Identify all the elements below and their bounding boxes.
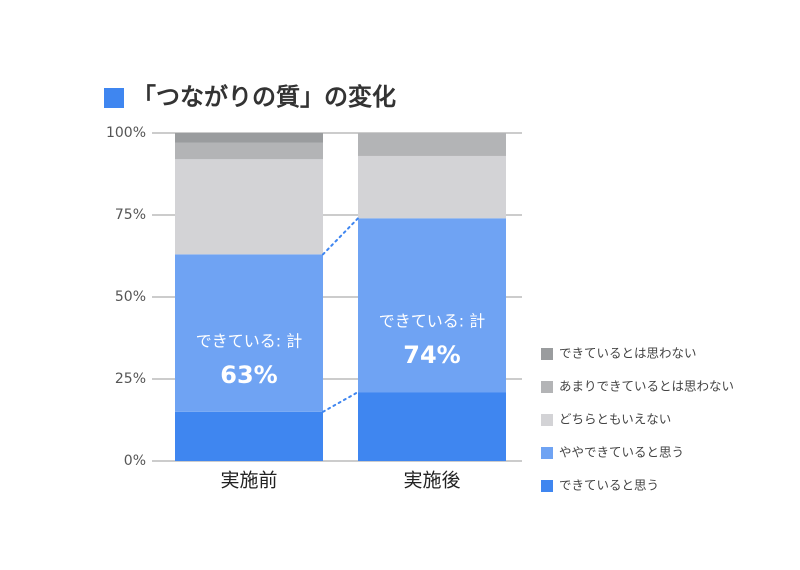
- x-tick-label: 実施前: [220, 470, 277, 492]
- legend-swatch: [541, 480, 553, 492]
- total-label: できている: 計: [379, 312, 485, 331]
- legend-label: あまりできているとは思わない: [559, 379, 734, 394]
- legend-swatch: [541, 414, 553, 426]
- connector: [322, 391, 359, 413]
- bar-segment: [175, 142, 323, 160]
- legend-label: できているとは思わない: [559, 346, 697, 361]
- legend-label: できていると思う: [559, 478, 659, 493]
- bar-segment: [175, 254, 323, 412]
- bar-segment: [175, 133, 323, 143]
- y-tick-label: 50%: [115, 289, 146, 305]
- bar-segment: [358, 218, 506, 393]
- y-tick-label: 100%: [106, 125, 146, 141]
- y-tick-label: 0%: [124, 453, 146, 469]
- title-icon: [104, 88, 124, 108]
- total-label: できている: 計: [196, 331, 302, 350]
- legend-swatch: [541, 381, 553, 393]
- y-tick-label: 75%: [115, 207, 146, 223]
- x-tick-label: 実施後: [403, 470, 460, 492]
- legend-label: どちらともいえない: [559, 412, 671, 427]
- y-tick-label: 25%: [115, 371, 146, 387]
- connector: [322, 217, 359, 256]
- bar-segment: [358, 155, 506, 219]
- legend-swatch: [541, 348, 553, 360]
- legend-label: ややできていると思う: [559, 445, 684, 460]
- total-value: 74%: [403, 341, 460, 369]
- bar-segment: [175, 411, 323, 461]
- bar-segment: [358, 392, 506, 461]
- bar-segment: [175, 159, 323, 255]
- total-value: 63%: [220, 361, 277, 389]
- legend-swatch: [541, 447, 553, 459]
- chart-title: 「つながりの質」の変化: [132, 83, 396, 111]
- bar-segment: [358, 133, 506, 156]
